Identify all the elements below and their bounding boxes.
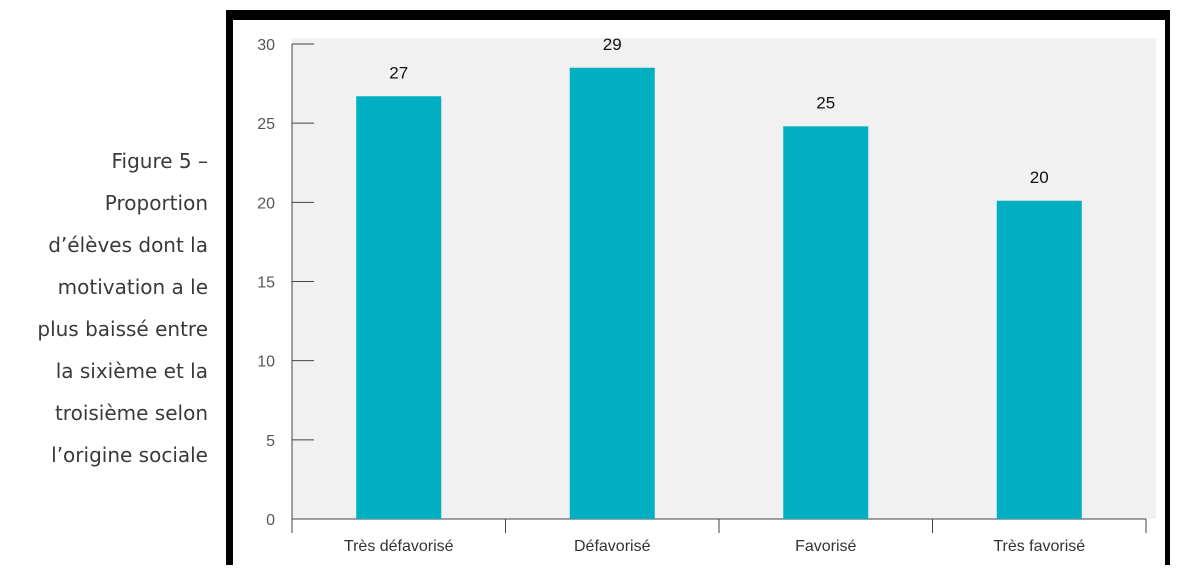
- data-label: 29: [603, 35, 622, 54]
- category-label: Défavorisé: [574, 538, 651, 555]
- bar: [783, 126, 869, 519]
- caption-line: d’élèves dont la: [48, 233, 208, 257]
- y-tick-label: 30: [257, 37, 275, 54]
- bar: [996, 200, 1082, 519]
- category-label: Très favorisé: [993, 538, 1085, 555]
- y-tick-label: 25: [257, 116, 275, 133]
- figure-caption: Figure 5 – Proportion d’élèves dont la m…: [0, 140, 208, 476]
- category-label: Très défavorisé: [344, 538, 454, 555]
- bar: [356, 96, 442, 519]
- caption-line: la sixième et la: [55, 359, 208, 383]
- x-axis: Très défavorisé Défavorisé Favorisé Très fa…: [291, 518, 1147, 555]
- data-label: 25: [816, 93, 835, 112]
- caption-line: troisième selon: [54, 401, 208, 425]
- y-tick-label: 5: [266, 433, 275, 450]
- caption-line: Proportion: [104, 191, 208, 215]
- caption-line: l’origine sociale: [51, 443, 208, 467]
- y-tick-label: 20: [257, 195, 275, 212]
- y-axis: 0 5 10 15 20 25 30: [257, 37, 314, 529]
- bars: [356, 67, 1082, 519]
- category-label: Favorisé: [795, 538, 856, 555]
- data-label: 20: [1030, 168, 1049, 187]
- bar-chart: 0 5 10 15 20 25 30 Très défavorisé Défavorisé Fa…: [257, 35, 1156, 555]
- data-label: 27: [389, 63, 408, 82]
- caption-line: Figure 5 –: [111, 149, 208, 173]
- data-labels: 27 29 25 20: [389, 35, 1048, 187]
- y-tick-label: 10: [257, 354, 275, 371]
- caption-line: plus baissé entre: [37, 317, 208, 341]
- y-tick-label: 0: [266, 512, 275, 529]
- y-tick-label: 15: [257, 275, 275, 292]
- bar: [569, 67, 655, 519]
- caption-line: motivation a le: [57, 275, 208, 299]
